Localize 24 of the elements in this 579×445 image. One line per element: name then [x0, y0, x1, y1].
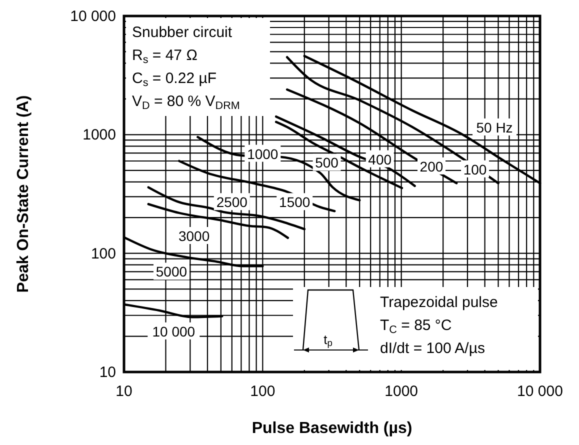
annotation: 400: [368, 151, 392, 168]
x-tick-label: 1000: [384, 383, 418, 400]
annotation: 3000: [178, 228, 210, 244]
y-tick-label: 10: [99, 364, 116, 381]
annotation: 5000: [156, 264, 188, 280]
y-axis-title: Peak On-State Current (A): [15, 95, 32, 293]
annotation: 1500: [279, 194, 310, 210]
text: Snubber circuit R$_{s}$ = 47 Ω C$_{s}$ = 0.22 µF V$_{D}$ = 80 % V$_{DRM}$: [132, 24, 240, 112]
x-axis-title: Pulse Basewidth (µs): [252, 420, 412, 437]
y-tick-label: 10 000: [70, 8, 116, 25]
annotation: 500: [315, 154, 339, 171]
series-label: 10 000: [152, 323, 196, 340]
annotation: 50 Hz: [476, 119, 513, 136]
annotation: Trapezoidal pulse T$_{C}$ = 85 °C dI/dt = 100 A/µs: [380, 294, 498, 357]
y-tick-label: 1000: [82, 126, 116, 144]
x-tick-label: 100: [250, 383, 276, 400]
annotation: 200: [420, 158, 444, 174]
annotation: 1000: [247, 146, 278, 162]
annotation: 2500: [216, 194, 248, 210]
annotation: t$_{p}$: [324, 332, 332, 348]
x-tick-label: 10 000: [517, 383, 563, 400]
x-tick-label: 10: [116, 383, 132, 400]
annotation: 100: [463, 161, 487, 178]
y-tick-label: 100: [90, 245, 116, 262]
